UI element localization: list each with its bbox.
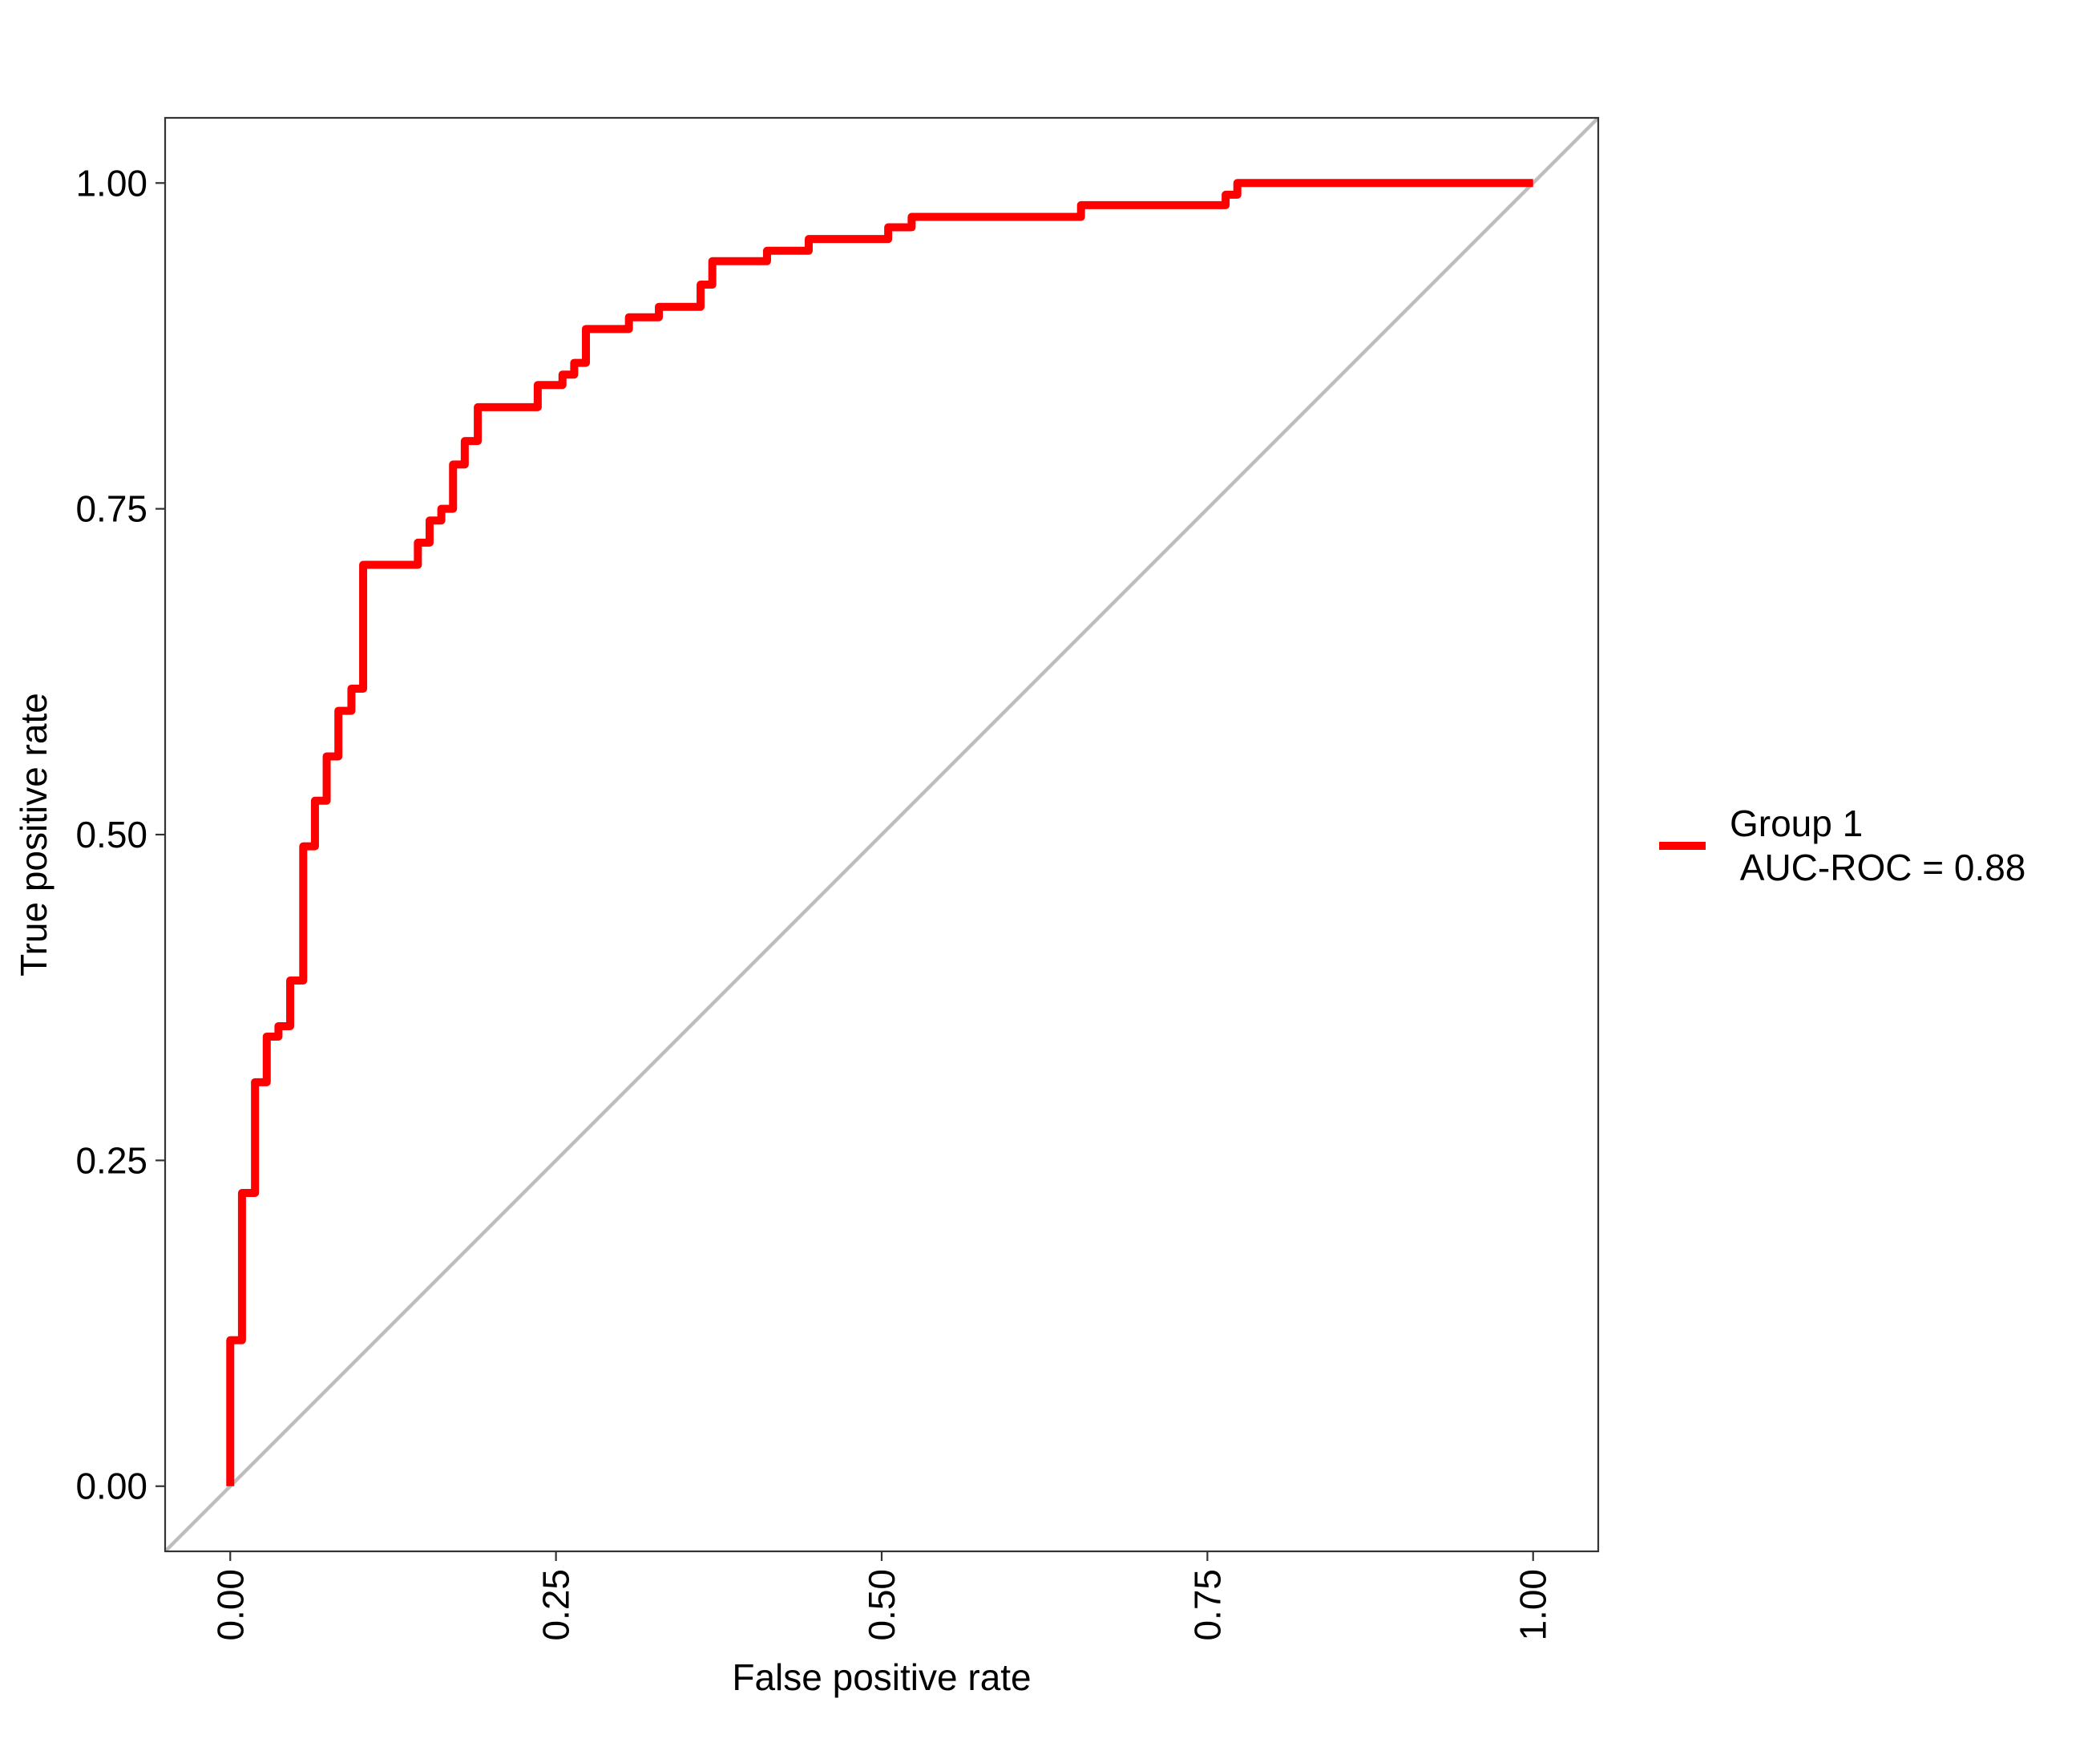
- plot-area: [165, 118, 1598, 1551]
- y-tick-label: 0.25: [75, 1139, 147, 1181]
- legend-label-line: Group 1: [1730, 803, 1863, 844]
- x-tick-label: 1.00: [1512, 1569, 1554, 1641]
- x-tick-label: 0.00: [209, 1569, 251, 1641]
- legend-label-line: AUC-ROC = 0.88: [1730, 847, 2025, 888]
- y-axis: 0.00 0.25 0.50 0.75 1.00: [75, 162, 165, 1507]
- legend: Group 1 AUC-ROC = 0.88: [1659, 803, 2025, 888]
- y-tick-label: 0.50: [75, 814, 147, 855]
- x-tick-label: 0.25: [535, 1569, 577, 1641]
- y-tick-label: 1.00: [75, 162, 147, 204]
- legend-label-series-1: Group 1 AUC-ROC = 0.88: [1730, 803, 2025, 888]
- y-tick-label: 0.75: [75, 488, 147, 530]
- x-tick-label: 0.50: [861, 1569, 903, 1641]
- reference-diagonal-line: [165, 118, 1598, 1551]
- x-axis: 0.00 0.25 0.50 0.75 1.00: [209, 1551, 1554, 1641]
- y-tick-label: 0.00: [75, 1466, 147, 1507]
- x-tick-label: 0.75: [1186, 1569, 1228, 1641]
- y-axis-label: True positive rate: [13, 693, 55, 977]
- x-axis-label: False positive rate: [732, 1656, 1031, 1698]
- roc-curve-series-1: [226, 179, 1533, 1486]
- plot-panel: [165, 118, 1598, 1551]
